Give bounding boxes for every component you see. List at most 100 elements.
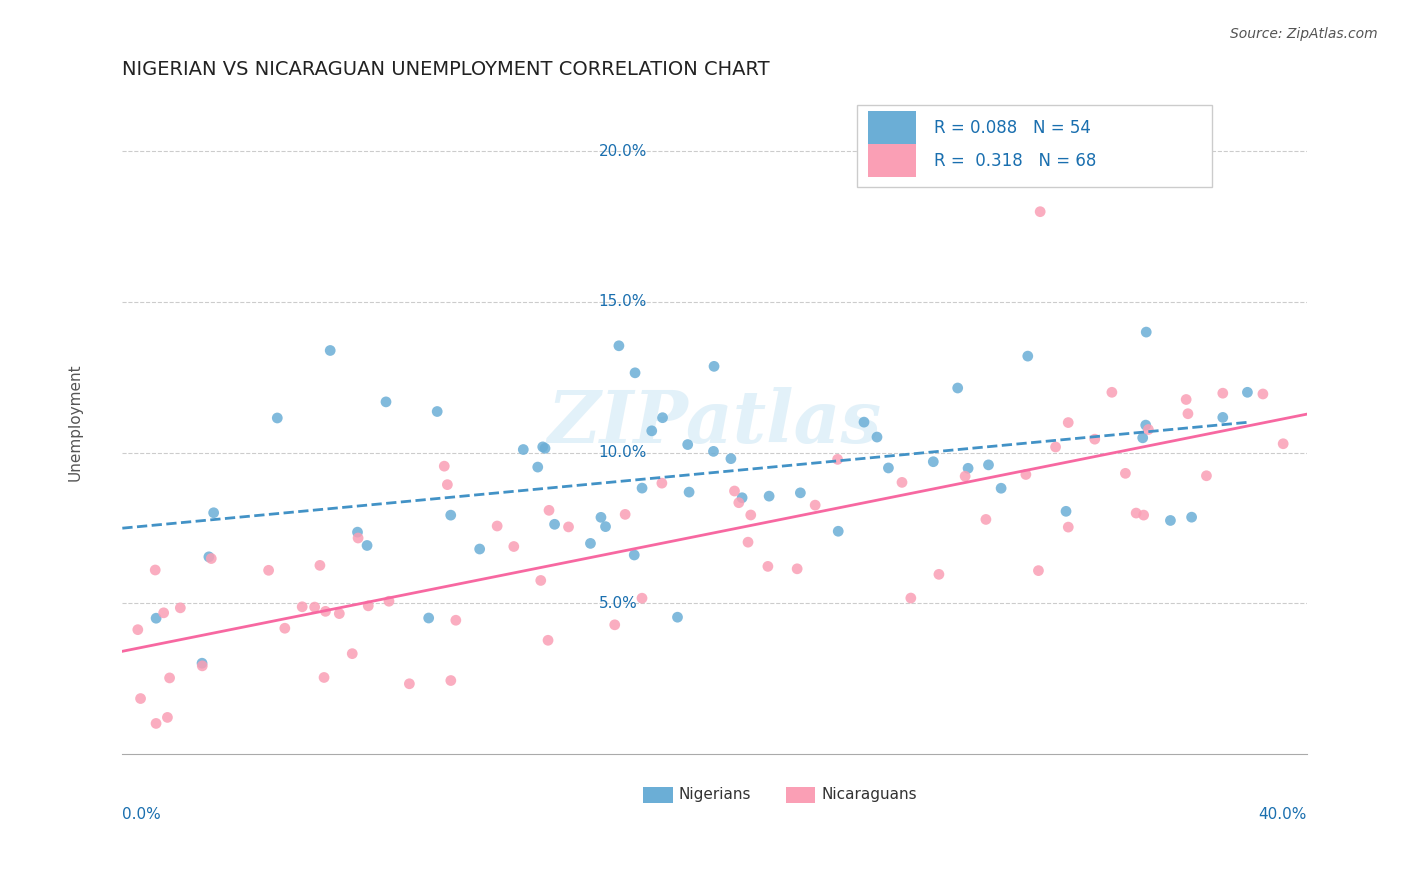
Text: 40.0%: 40.0% bbox=[1258, 806, 1306, 822]
Point bbox=[145, 716, 167, 731]
Point bbox=[145, 611, 167, 625]
Point bbox=[486, 519, 509, 533]
Point bbox=[152, 606, 174, 620]
Point bbox=[1272, 436, 1295, 450]
Text: Source: ZipAtlas.com: Source: ZipAtlas.com bbox=[1230, 27, 1378, 41]
Point bbox=[756, 559, 779, 574]
Point bbox=[1212, 410, 1234, 425]
Point bbox=[603, 617, 626, 632]
Point bbox=[891, 475, 914, 490]
Point bbox=[631, 591, 654, 606]
Point bbox=[1132, 431, 1154, 445]
Text: Unemployment: Unemployment bbox=[67, 364, 83, 481]
Point bbox=[1135, 325, 1157, 339]
Point bbox=[595, 519, 617, 533]
FancyBboxPatch shape bbox=[869, 145, 915, 178]
Point bbox=[357, 599, 380, 613]
Point bbox=[169, 600, 191, 615]
Point bbox=[1125, 506, 1147, 520]
Point bbox=[1029, 204, 1052, 219]
Text: 5.0%: 5.0% bbox=[599, 596, 637, 610]
Point bbox=[1181, 510, 1204, 524]
Point bbox=[676, 437, 699, 451]
Point bbox=[426, 404, 449, 418]
Point bbox=[853, 415, 876, 429]
Point bbox=[309, 558, 332, 573]
Point bbox=[720, 451, 742, 466]
Point bbox=[342, 647, 364, 661]
Point bbox=[156, 710, 179, 724]
Point bbox=[607, 339, 630, 353]
Point bbox=[1135, 418, 1157, 433]
Point bbox=[1175, 392, 1198, 407]
Point bbox=[159, 671, 181, 685]
Point bbox=[651, 476, 673, 491]
Point bbox=[827, 452, 849, 467]
Point bbox=[312, 670, 335, 684]
Point bbox=[827, 524, 849, 539]
Point bbox=[375, 395, 398, 409]
Point bbox=[1084, 432, 1107, 446]
Point bbox=[641, 424, 664, 438]
Point bbox=[537, 633, 560, 648]
Point bbox=[804, 498, 827, 512]
Point bbox=[1017, 349, 1039, 363]
Point bbox=[1028, 564, 1050, 578]
Point bbox=[1212, 386, 1234, 401]
Point bbox=[433, 459, 456, 474]
Point bbox=[200, 551, 222, 566]
Point bbox=[631, 481, 654, 495]
Text: NIGERIAN VS NICARAGUAN UNEMPLOYMENT CORRELATION CHART: NIGERIAN VS NICARAGUAN UNEMPLOYMENT CORR… bbox=[122, 60, 770, 78]
Point bbox=[1177, 407, 1199, 421]
FancyBboxPatch shape bbox=[856, 104, 1212, 187]
Point bbox=[624, 366, 647, 380]
Point bbox=[651, 410, 673, 425]
Point bbox=[1236, 385, 1258, 400]
Point bbox=[786, 562, 808, 576]
Point bbox=[946, 381, 969, 395]
Point bbox=[537, 503, 560, 517]
Text: 10.0%: 10.0% bbox=[599, 445, 647, 460]
Point bbox=[758, 489, 780, 503]
Point bbox=[378, 594, 401, 608]
Point bbox=[928, 567, 950, 582]
Point bbox=[543, 517, 565, 532]
Point bbox=[1132, 508, 1154, 522]
Point bbox=[274, 621, 297, 635]
Point bbox=[440, 508, 463, 523]
Text: Nigerians: Nigerians bbox=[679, 787, 751, 802]
Point bbox=[723, 483, 745, 498]
Text: ZIPatlas: ZIPatlas bbox=[547, 387, 882, 458]
Point bbox=[737, 535, 759, 549]
Point bbox=[1114, 467, 1136, 481]
Point bbox=[202, 506, 225, 520]
Text: Nicaraguans: Nicaraguans bbox=[821, 787, 917, 802]
Point bbox=[502, 540, 524, 554]
Point bbox=[1159, 513, 1181, 527]
Text: 0.0%: 0.0% bbox=[122, 806, 162, 822]
Point bbox=[974, 512, 997, 526]
Point bbox=[328, 607, 350, 621]
Point bbox=[534, 442, 557, 456]
Point bbox=[127, 623, 149, 637]
Point bbox=[319, 343, 342, 358]
Point bbox=[526, 460, 548, 475]
Point bbox=[900, 591, 922, 605]
Point bbox=[315, 604, 337, 618]
Point bbox=[977, 458, 1000, 472]
Point bbox=[1045, 440, 1067, 454]
Point bbox=[468, 542, 491, 557]
Point bbox=[557, 520, 579, 534]
FancyBboxPatch shape bbox=[644, 787, 673, 803]
Point bbox=[291, 599, 314, 614]
Point bbox=[304, 600, 326, 615]
Point bbox=[922, 455, 945, 469]
Point bbox=[347, 531, 370, 545]
Point bbox=[623, 548, 645, 562]
Point bbox=[727, 496, 749, 510]
Point bbox=[1251, 387, 1274, 401]
Point bbox=[143, 563, 166, 577]
Point bbox=[356, 539, 378, 553]
Point bbox=[990, 481, 1012, 495]
Point bbox=[957, 461, 980, 475]
